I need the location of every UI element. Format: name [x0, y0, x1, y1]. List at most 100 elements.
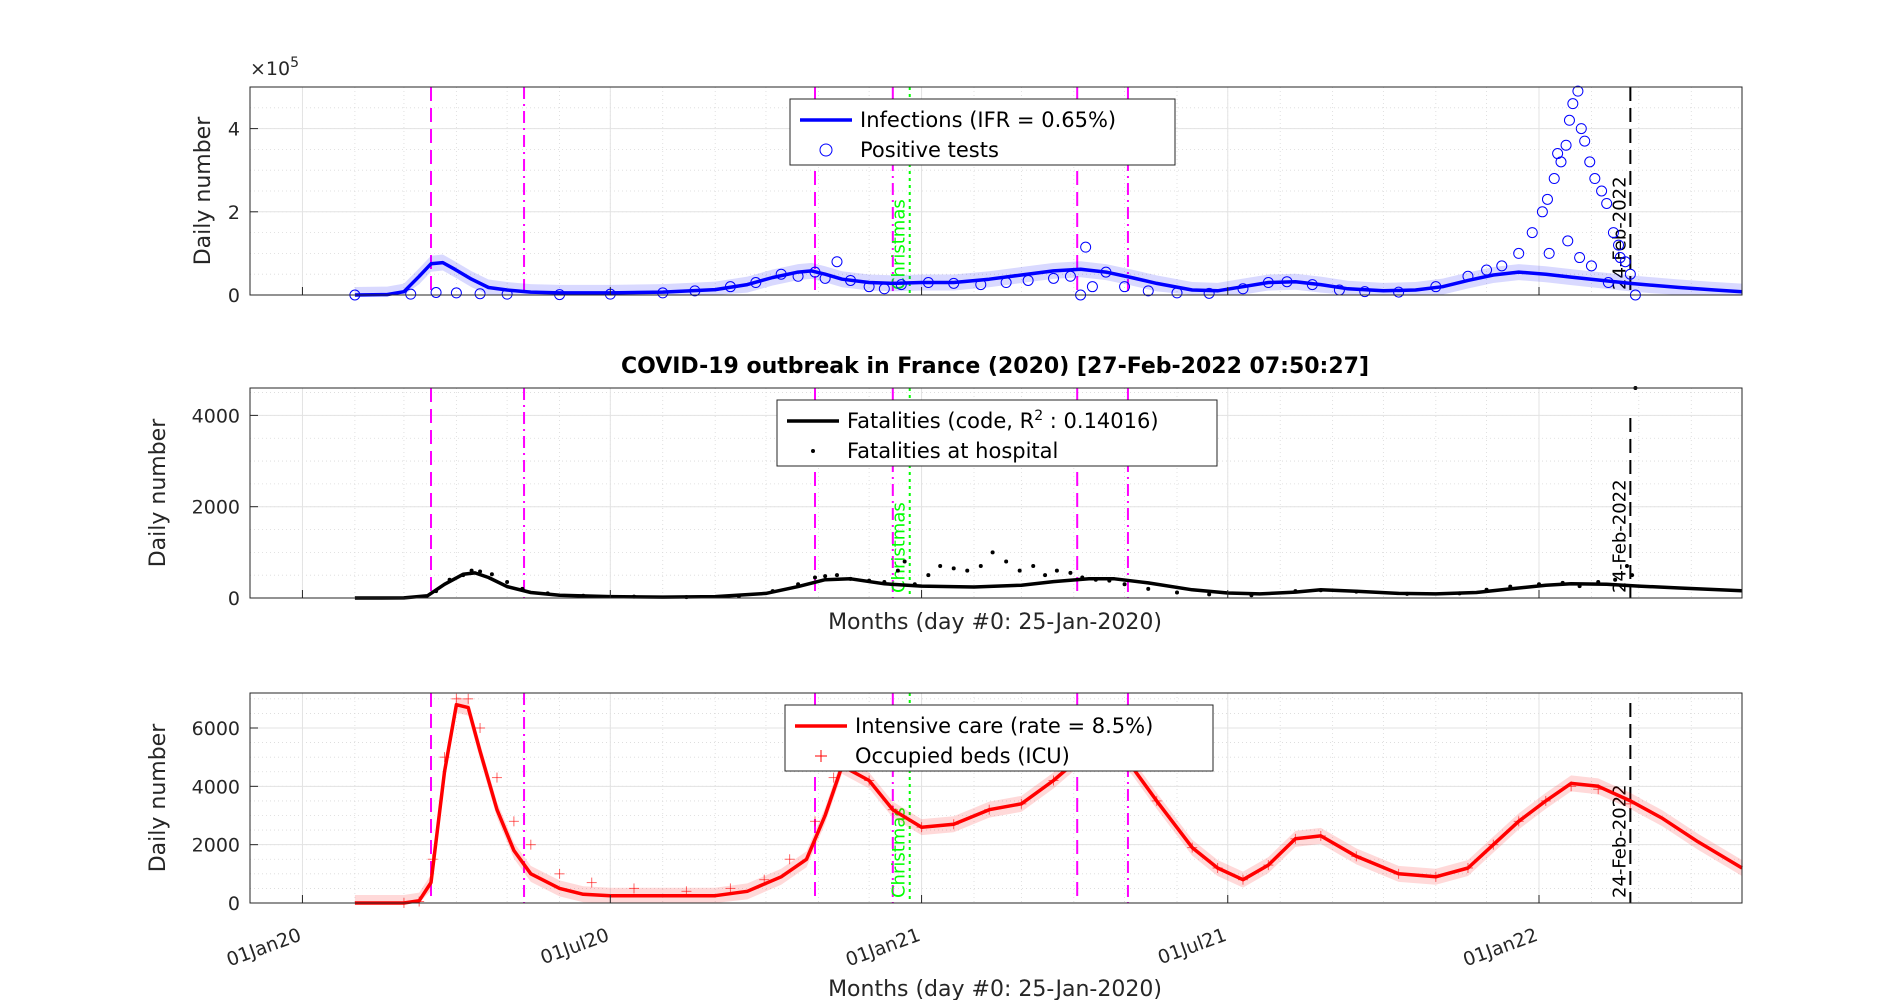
data-point-circle — [1119, 281, 1131, 293]
data-point-circle — [474, 288, 486, 300]
data-point-dot — [1293, 589, 1298, 594]
data-point-circle — [1579, 135, 1591, 147]
data-point-circle — [1359, 286, 1371, 298]
y-tick-label: 2 — [228, 202, 240, 224]
data-point-plus — [414, 896, 425, 907]
data-point-circle — [1430, 281, 1442, 293]
data-point-circle — [1555, 156, 1567, 168]
axes-box — [249, 86, 1743, 296]
legend: Infections (IFR = 0.65%) Positive tests — [789, 98, 1176, 166]
legend-box — [776, 399, 1218, 467]
figure-title: COVID-19 outbreak in France (2020) [27-F… — [621, 354, 1369, 379]
legend-box — [784, 704, 1214, 772]
data-point-circle — [1575, 123, 1587, 135]
data-point-circle — [750, 277, 762, 289]
y-axis-exponent: ×105 — [250, 55, 299, 80]
data-point-plus — [809, 816, 820, 827]
axes-box — [249, 387, 1743, 599]
data-point-dot — [1004, 559, 1009, 564]
event-marker-label: 24-Feb-2022 — [1609, 479, 1630, 593]
y-axis-exponent-power: 5 — [290, 55, 299, 71]
data-point-plus — [491, 772, 502, 783]
y-tick-label: 0 — [228, 893, 240, 915]
panel-infections: Christmas 24-Feb-2022 0 2 4 Daily number ×105 I… — [191, 55, 1743, 307]
data-point-dot — [1484, 587, 1489, 592]
data-point-plus — [439, 752, 450, 763]
data-point-dot — [1146, 586, 1151, 591]
event-marker-label: Christmas — [889, 807, 910, 898]
data-point-plus — [1462, 863, 1473, 873]
data-point-plus — [525, 839, 536, 850]
data-point-dot — [469, 568, 474, 573]
data-point-dot — [926, 573, 931, 578]
legend-entry-label: Fatalities at hospital — [847, 439, 1058, 463]
data-point-circle — [1393, 286, 1405, 298]
data-point-circle — [1596, 185, 1608, 197]
data-point-plus — [725, 883, 736, 894]
data-point-circle — [792, 270, 804, 282]
data-point-plus — [828, 772, 839, 783]
data-point-dot — [902, 559, 907, 564]
data-point-plus — [1237, 874, 1248, 885]
data-point-plus — [628, 883, 639, 894]
data-point-circle — [1584, 156, 1596, 168]
data-point-circle — [1462, 270, 1474, 282]
legend: Fatalities (code, R2 : 0.14016) Fatalitie… — [776, 399, 1218, 467]
data-point-circle — [430, 287, 442, 299]
x-tick-label: 01Jul21 — [1155, 924, 1230, 969]
data-point-dot — [895, 568, 900, 573]
x-tick-label: 01Jan21 — [843, 924, 923, 971]
panel-fatalities: Christmas 24-Feb-2022 0 2000 4000 Daily numbe… — [146, 386, 1743, 610]
data-point-dot — [867, 578, 872, 583]
data-point-dot — [1207, 592, 1212, 597]
data-point-dot — [912, 582, 917, 587]
data-point-circle — [1548, 173, 1560, 185]
data-point-dot — [1354, 589, 1359, 594]
panel-intensive-care: Christmas 24-Feb-2022 0 2000 4000 6000 Daily n… — [146, 692, 1743, 915]
data-point-dot — [978, 564, 983, 569]
data-point-plus — [759, 874, 770, 885]
data-point-circle — [1562, 235, 1574, 247]
data-point-circle — [1086, 281, 1098, 293]
y-tick-label: 6000 — [192, 718, 240, 740]
data-point-plus — [1048, 775, 1059, 786]
data-point-plus — [1351, 851, 1362, 862]
y-axis-label: Daily number — [191, 116, 216, 265]
data-point-circle — [1602, 277, 1614, 289]
data-point-plus — [1016, 798, 1027, 809]
data-point-circle — [895, 279, 907, 291]
data-point-circle — [1022, 274, 1034, 286]
data-point-circle — [1601, 197, 1613, 209]
data-point-dot — [1107, 578, 1112, 583]
data-point-circle — [1563, 114, 1575, 126]
data-point-circle — [1142, 285, 1154, 297]
data-point-dot — [461, 573, 466, 578]
data-point-dot — [1093, 577, 1098, 582]
legend-swatch-dot — [811, 449, 815, 453]
data-point-circle — [1513, 247, 1525, 259]
data-point-dot — [848, 576, 853, 581]
series-1 — [434, 386, 1638, 600]
data-point-plus — [1540, 795, 1551, 806]
data-point-plus — [427, 854, 438, 865]
data-point-dot — [1560, 580, 1565, 585]
x-tick-label: 01Jul20 — [538, 924, 613, 969]
data-point-circle — [819, 272, 831, 284]
data-point-dot — [1537, 582, 1542, 587]
x-tick-label: 01Jan20 — [224, 924, 304, 971]
y-tick-label: 0 — [228, 588, 240, 610]
data-point-dot — [505, 580, 510, 585]
data-point-dot — [736, 594, 741, 599]
data-point-circle — [1574, 252, 1586, 264]
data-point-circle — [1100, 266, 1112, 278]
data-point-circle — [1624, 268, 1636, 280]
data-point-plus — [451, 693, 462, 704]
data-point-circle — [1560, 139, 1572, 151]
data-point-plus — [916, 822, 927, 833]
data-point-dot — [1054, 568, 1059, 573]
legend-entry-label: Fatalities (code, R2 : 0.14016) — [847, 408, 1159, 433]
data-point-plus — [1393, 868, 1404, 879]
y-tick-label: 0 — [228, 285, 240, 307]
legend-entry-label: Intensive care (rate = 8.5%) — [855, 714, 1153, 738]
y-axis-label: Daily number — [146, 418, 171, 567]
